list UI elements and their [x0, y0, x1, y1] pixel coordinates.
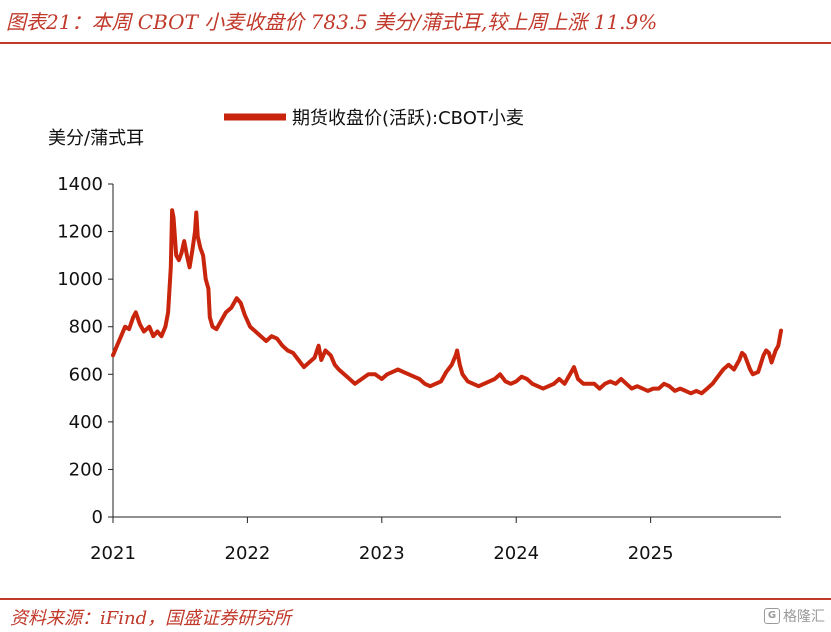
footer-rule — [0, 598, 831, 600]
legend-label: 期货收盘价(活跃):CBOT小麦 — [292, 108, 524, 129]
source-note: 资料来源：iFind，国盛证券研究所 — [10, 608, 292, 629]
figure-title: 图表21：本周 CBOT 小麦收盘价 783.5 美分/蒲式耳,较上周上涨 11… — [6, 10, 658, 34]
chart-legend: 期货收盘价(活跃):CBOT小麦 — [224, 108, 524, 129]
chart-axes: 0 200 400 600 800 1000 1200 1400 2021 2022 2023 202… — [57, 174, 781, 564]
y-tick-label: 1200 — [57, 222, 103, 243]
header-rule — [0, 42, 831, 44]
watermark-logo-icon: G — [764, 608, 780, 624]
figure-header: 图表21：本周 CBOT 小麦收盘价 783.5 美分/蒲式耳,较上周上涨 11… — [0, 0, 831, 42]
x-tick-label: 2022 — [225, 543, 271, 564]
y-tick-label: 1000 — [57, 269, 103, 290]
series-line — [111, 208, 783, 396]
watermark-text: 格隆汇 — [783, 609, 825, 625]
watermark: G 格隆汇 — [764, 606, 825, 626]
y-tick-label: 800 — [69, 317, 103, 338]
x-tick-label: 2021 — [90, 543, 136, 564]
y-tick-label: 200 — [69, 459, 103, 480]
y-tick-label: 600 — [69, 364, 103, 385]
y-tick-label: 0 — [92, 507, 103, 528]
x-tick-label: 2025 — [628, 543, 674, 564]
y-tick-label: 400 — [69, 412, 103, 433]
plot-area — [111, 208, 783, 396]
x-tick-label: 2023 — [359, 543, 405, 564]
y-axis-title: 美分/蒲式耳 — [48, 128, 145, 149]
y-tick-label: 1400 — [57, 174, 103, 195]
x-tick-label: 2024 — [493, 543, 539, 564]
